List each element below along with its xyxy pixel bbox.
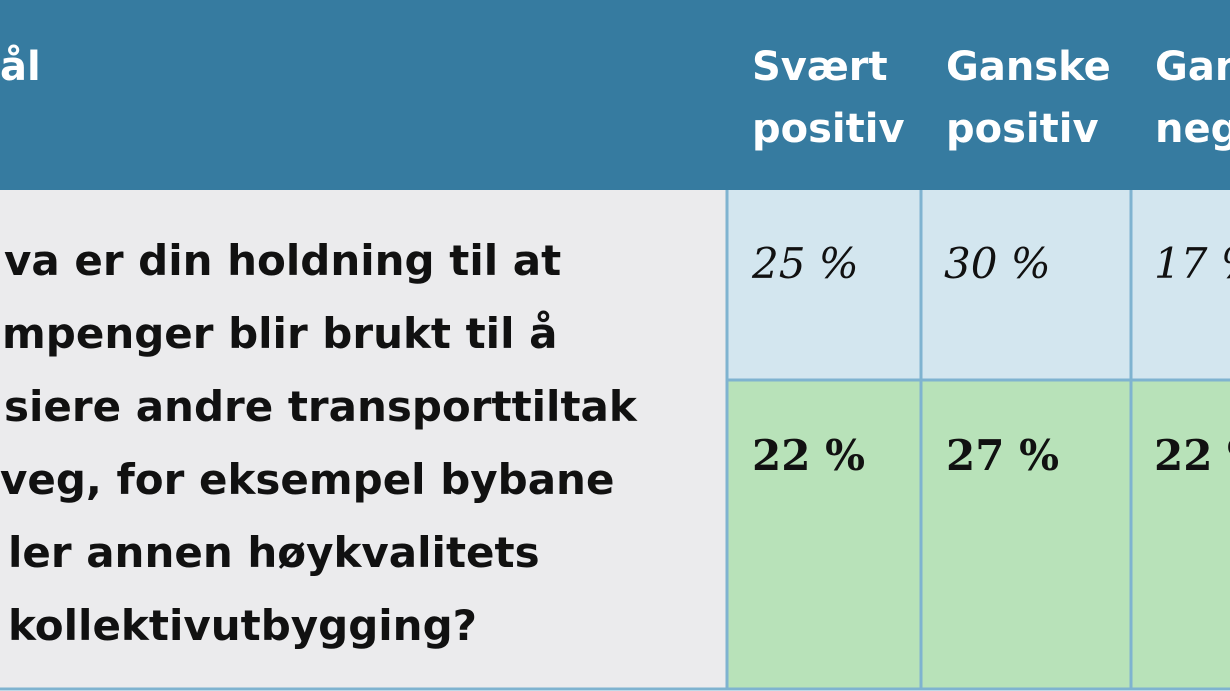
header-cell: Ganske — [946, 44, 1111, 90]
question-line: mpenger blir brukt til å — [2, 309, 557, 358]
row-1 — [727, 190, 1230, 380]
question-line: ler annen høykvalitets — [8, 528, 540, 577]
header-cell: neg — [1155, 106, 1230, 152]
question-cell — [0, 190, 727, 688]
header-question: ål — [0, 43, 41, 90]
header-cell: Gan — [1155, 44, 1230, 90]
header-cell: positiv — [946, 106, 1099, 152]
header-cell: positiv — [752, 106, 905, 152]
question-line: veg, for eksempel bybane — [0, 455, 614, 504]
cell: 22 % — [1154, 431, 1230, 480]
header-cell: Svært — [752, 44, 888, 90]
question-line: va er din holdning til at — [4, 236, 561, 285]
borders — [0, 190, 1230, 691]
row-2 — [727, 380, 1230, 688]
header-band — [0, 0, 1230, 190]
cell: 22 % — [752, 431, 865, 480]
question-line: kollektivutbygging? — [8, 601, 477, 650]
cell: 17 % — [1154, 239, 1230, 288]
cell: 25 % — [751, 239, 859, 288]
cell: 27 % — [946, 431, 1059, 480]
cell: 30 % — [944, 239, 1051, 288]
question-line: siere andre transporttiltak — [4, 382, 638, 431]
